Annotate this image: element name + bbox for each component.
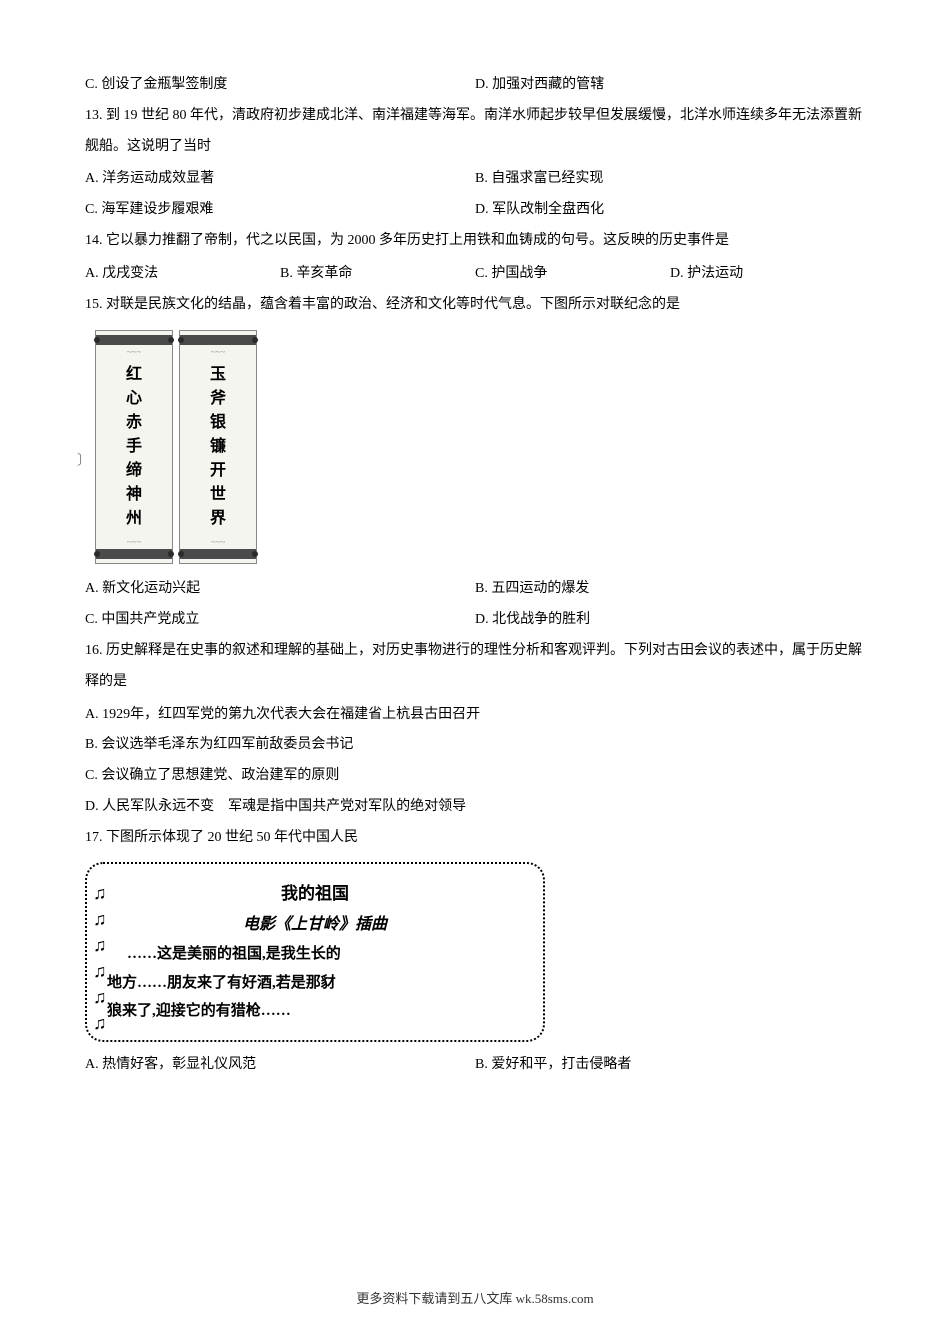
song-line2: 地方……朋友来了有好酒,若是那豺 [107, 969, 523, 998]
q14-options: A. 戊戌变法 B. 辛亥革命 C. 护国战争 D. 护法运动 [85, 259, 865, 290]
music-note-icon: ♫ [93, 936, 107, 954]
q14-option-a: A. 戊戌变法 [85, 259, 280, 290]
cr-4: 开 [210, 459, 226, 483]
q16-body: . 历史解释是在史事的叙述和理解的基础上，对历史事物进行的理性分析和客观评判。下… [85, 643, 862, 689]
couplet-image: 〕 ~~~ 红 心 赤 手 缔 神 州 ~~~ ~~~ 玉 斧 银 镰 开 世 … [95, 330, 865, 564]
scroll-cap-top-right [180, 335, 256, 345]
song-line1: ……这是美丽的祖国,是我生长的 [107, 940, 523, 969]
q15-option-b: B. 五四运动的爆发 [475, 574, 865, 605]
q13-num: 13 [85, 108, 99, 123]
couplet-left-text: 红 心 赤 手 缔 神 州 [126, 359, 142, 535]
scroll-deco-bot-right: ~~~ [211, 535, 226, 549]
q16-option-d: D. 人民军队永远不变 军魂是指中国共产党对军队的绝对领导 [85, 792, 865, 823]
cr-3: 镰 [210, 435, 226, 459]
q15-num: 15 [85, 297, 99, 312]
q13-options-ab: A. 洋务运动成效显著 B. 自强求富已经实现 [85, 164, 865, 195]
q14-num: 14 [85, 233, 99, 248]
song-line3: 狼来了,迎接它的有猎枪…… [107, 997, 523, 1026]
cr-5: 世 [210, 483, 226, 507]
page-footer: 更多资料下载请到五八文库 wk.58sms.com [0, 1285, 950, 1314]
song-title: 我的祖国 [107, 878, 523, 910]
cr-0: 玉 [210, 363, 226, 387]
couplet-right-scroll: ~~~ 玉 斧 银 镰 开 世 界 ~~~ [179, 330, 257, 564]
music-note-decoration: ♫ ♫ ♫ ♫ ♫ ♫ [93, 884, 107, 1032]
q13-option-d: D. 军队改制全盘西化 [475, 195, 865, 226]
q16-option-c: C. 会议确立了思想建党、政治建军的原则 [85, 761, 865, 792]
q13-text: 13. 到 19 世纪 80 年代，清政府初步建成北洋、南洋福建等海军。南洋水师… [85, 101, 865, 163]
music-note-icon: ♫ [93, 884, 107, 902]
q17-option-b: B. 爱好和平，打击侵略者 [475, 1050, 865, 1081]
q13-option-c: C. 海军建设步履艰难 [85, 195, 475, 226]
scroll-deco-bot-left: ~~~ [127, 535, 142, 549]
q16-text: 16. 历史解释是在史事的叙述和理解的基础上，对历史事物进行的理性分析和客观评判… [85, 636, 865, 698]
music-note-icon: ♫ [93, 1014, 107, 1032]
q15-option-a: A. 新文化运动兴起 [85, 574, 475, 605]
scroll-cap-bot-right [180, 549, 256, 559]
q13-body: . 到 19 世纪 80 年代，清政府初步建成北洋、南洋福建等海军。南洋水师起步… [85, 108, 876, 154]
scroll-deco-top-left: ~~~ [127, 345, 142, 359]
q13-option-b: B. 自强求富已经实现 [475, 164, 865, 195]
cl-1: 心 [126, 387, 142, 411]
cr-1: 斧 [210, 387, 226, 411]
scroll-cap-top-left [96, 335, 172, 345]
q17-option-a: A. 热情好客，彰显礼仪风范 [85, 1050, 475, 1081]
scroll-cap-bot-left [96, 549, 172, 559]
cl-6: 州 [126, 507, 142, 531]
couplet-left-scroll: ~~~ 红 心 赤 手 缔 神 州 ~~~ [95, 330, 173, 564]
q14-option-d: D. 护法运动 [670, 259, 865, 290]
cl-4: 缔 [126, 459, 142, 483]
song-box: ♫ ♫ ♫ ♫ ♫ ♫ 我的祖国 电影《上甘岭》插曲 ……这是美丽的祖国,是我生… [85, 862, 545, 1042]
q12-option-c: C. 创设了金瓶掣签制度 [85, 70, 475, 101]
q12-option-d: D. 加强对西藏的管辖 [475, 70, 865, 101]
cl-2: 赤 [126, 411, 142, 435]
q14-option-b: B. 辛亥革命 [280, 259, 475, 290]
cl-0: 红 [126, 363, 142, 387]
music-note-icon: ♫ [93, 910, 107, 928]
cl-3: 手 [126, 435, 142, 459]
q17-text: 17. 下图所示体现了 20 世纪 50 年代中国人民 [85, 823, 865, 854]
q13-option-a: A. 洋务运动成效显著 [85, 164, 475, 195]
q17-options-ab: A. 热情好客，彰显礼仪风范 B. 爱好和平，打击侵略者 [85, 1050, 865, 1081]
q15-options-ab: A. 新文化运动兴起 B. 五四运动的爆发 [85, 574, 865, 605]
scroll-deco-top-right: ~~~ [211, 345, 226, 359]
q13-options-cd: C. 海军建设步履艰难 D. 军队改制全盘西化 [85, 195, 865, 226]
q16-option-a: A. 1929年，红四军党的第九次代表大会在福建省上杭县古田召开 [85, 700, 865, 731]
q14-text: 14. 它以暴力推翻了帝制，代之以民国，为 2000 多年历史打上用铁和血铸成的… [85, 226, 865, 257]
q15-body: . 对联是民族文化的结晶，蕴含着丰富的政治、经济和文化等时代气息。下图所示对联纪… [99, 297, 680, 312]
q17-body: . 下图所示体现了 20 世纪 50 年代中国人民 [99, 830, 358, 845]
cl-5: 神 [126, 483, 142, 507]
q15-text: 15. 对联是民族文化的结晶，蕴含着丰富的政治、经济和文化等时代气息。下图所示对… [85, 290, 865, 321]
cr-6: 界 [210, 507, 226, 531]
q15-option-c: C. 中国共产党成立 [85, 605, 475, 636]
q14-body: . 它以暴力推翻了帝制，代之以民国，为 2000 多年历史打上用铁和血铸成的句号… [99, 233, 729, 248]
couplet-right-text: 玉 斧 银 镰 开 世 界 [210, 359, 226, 535]
q14-option-c: C. 护国战争 [475, 259, 670, 290]
q17-num: 17 [85, 830, 99, 845]
music-note-icon: ♫ [93, 988, 107, 1006]
q16-num: 16 [85, 643, 99, 658]
cr-2: 银 [210, 411, 226, 435]
side-mark-icon: 〕 [77, 447, 91, 478]
song-subtitle: 电影《上甘岭》插曲 [107, 910, 523, 940]
music-note-icon: ♫ [93, 962, 107, 980]
q15-options-cd: C. 中国共产党成立 D. 北伐战争的胜利 [85, 605, 865, 636]
q16-option-b: B. 会议选举毛泽东为红四军前敌委员会书记 [85, 730, 865, 761]
q15-option-d: D. 北伐战争的胜利 [475, 605, 865, 636]
q12-options-cd: C. 创设了金瓶掣签制度 D. 加强对西藏的管辖 [85, 70, 865, 101]
